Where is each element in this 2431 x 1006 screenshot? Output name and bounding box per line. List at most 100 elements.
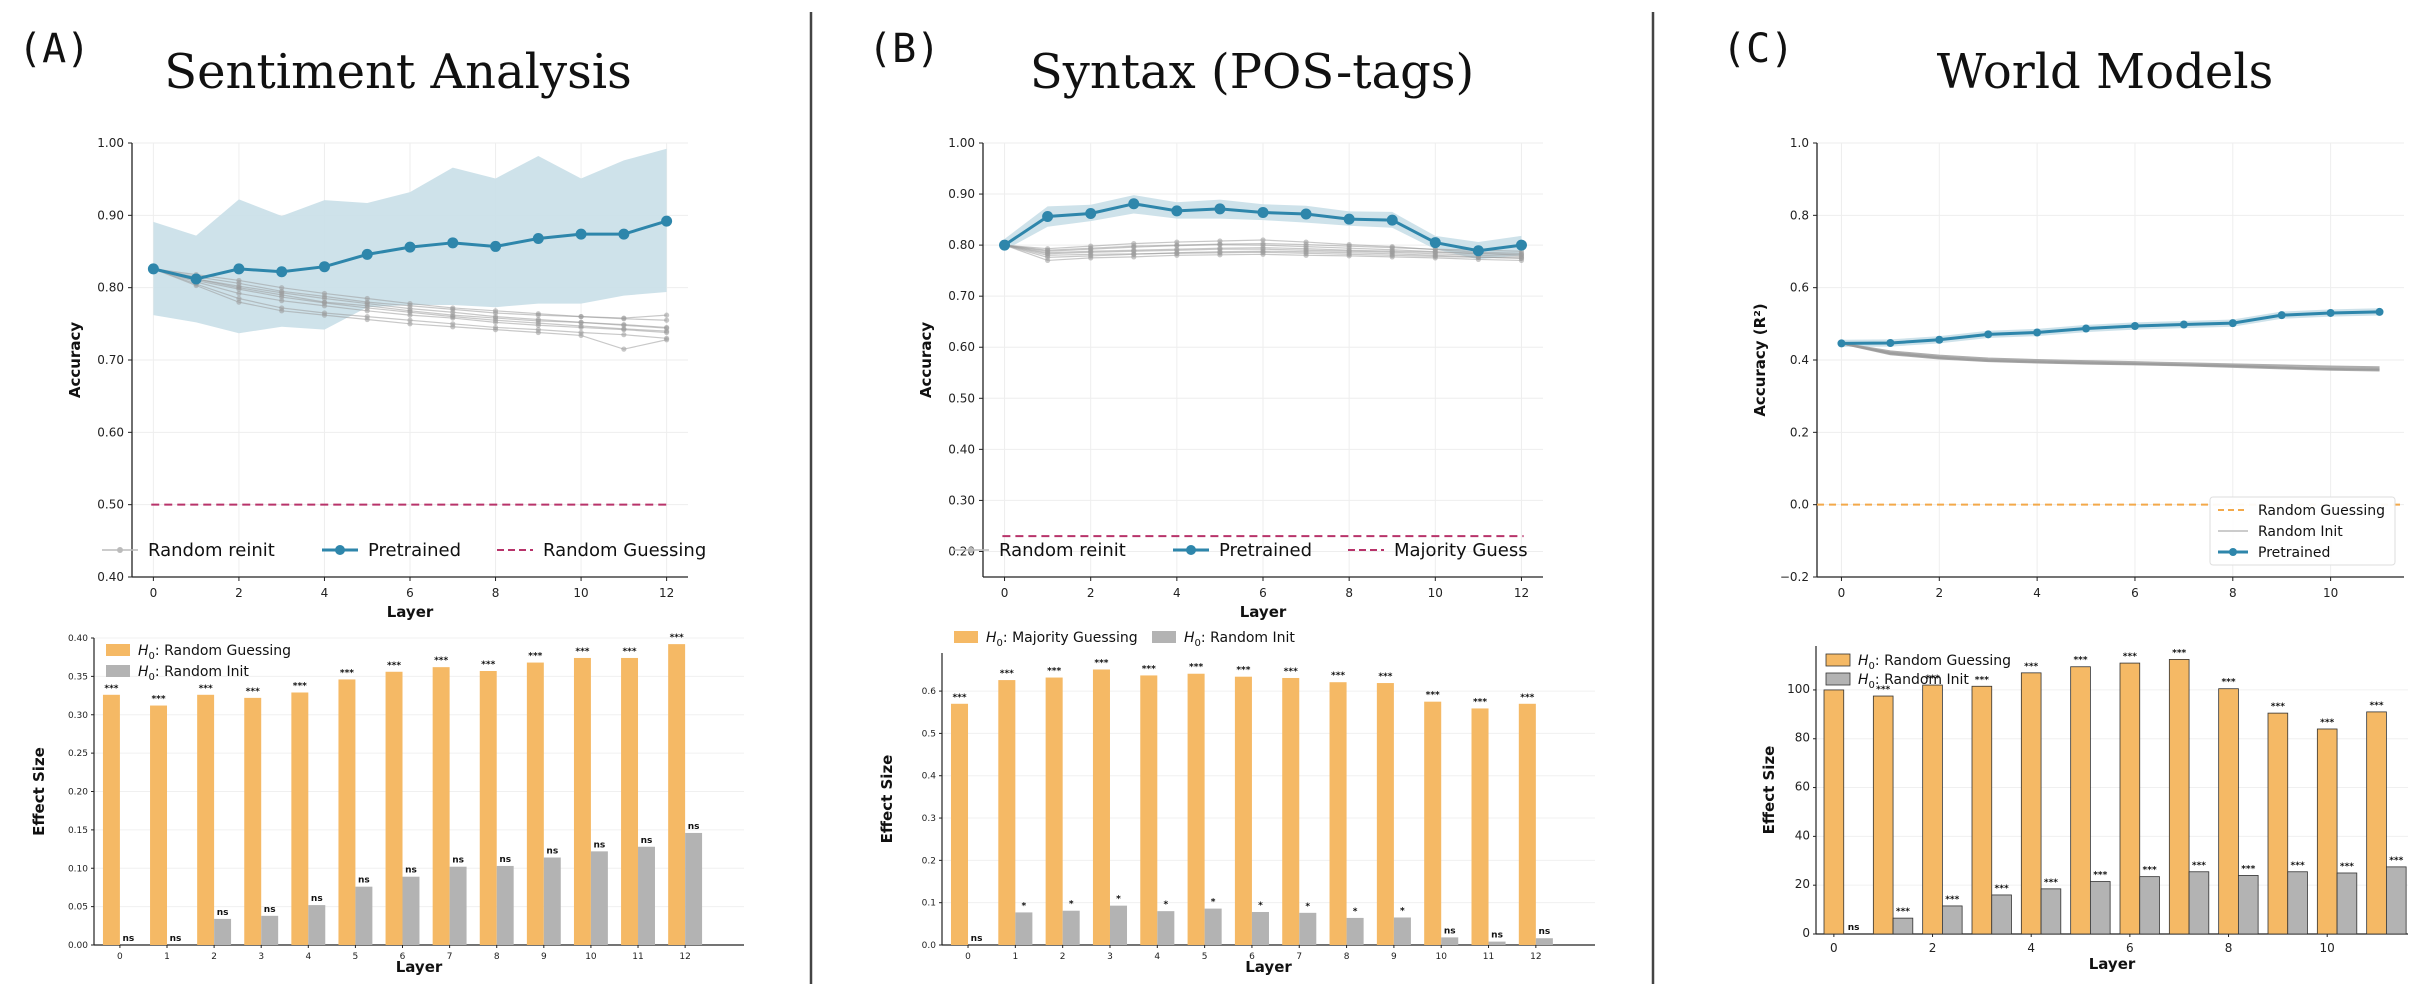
bar-random-init — [261, 915, 279, 945]
pretrained-point — [1837, 339, 1846, 348]
bar-chart-B-bar: 0.00.10.20.30.40.50.6***ns0****1****2***… — [878, 630, 1595, 976]
y-tick-label: 0.4 — [1790, 353, 1809, 367]
y-tick-label: 1.0 — [1790, 136, 1809, 150]
x-tick-label: 4 — [1154, 952, 1160, 962]
legend-label: Majority Guess — [1394, 540, 1528, 561]
random-run-point — [621, 332, 627, 338]
legend-label: Random reinit — [148, 540, 275, 561]
x-tick-label: 8 — [492, 586, 500, 600]
significance-label: ns — [452, 856, 464, 866]
random-run-point — [321, 300, 328, 306]
random-run-point — [578, 323, 584, 329]
random-run-point — [492, 327, 499, 333]
random-run-point — [1174, 243, 1180, 249]
random-run-point — [578, 332, 584, 339]
random-run-point — [407, 317, 413, 323]
pretrained-point — [618, 228, 630, 240]
random-run-point — [1303, 239, 1309, 245]
significance-label: *** — [2093, 871, 2107, 881]
significance-label: * — [1069, 900, 1074, 910]
bar-guessing — [244, 697, 262, 945]
x-tick-label: 7 — [1296, 952, 1302, 962]
pretrained-point — [2277, 311, 2286, 320]
significance-label: * — [1400, 906, 1405, 916]
random-run-point — [364, 300, 370, 307]
bar-guessing — [1045, 677, 1063, 945]
bar-random-init — [1062, 910, 1080, 945]
bar-random-init — [2237, 875, 2259, 935]
y-tick-label: 0.2 — [922, 856, 936, 866]
x-tick-label: 10 — [585, 952, 597, 962]
pretrained-point — [2130, 322, 2139, 331]
random-run-point — [535, 311, 541, 317]
random-run-point — [1088, 249, 1094, 255]
significance-label: ns — [594, 840, 606, 850]
significance-label: * — [1116, 895, 1121, 905]
bar-guessing — [2070, 666, 2091, 935]
y-axis-label: Effect Size — [1760, 746, 1778, 835]
random-run-point — [450, 305, 456, 311]
y-tick-label: 0.8 — [1790, 208, 1809, 222]
bar-random-init — [402, 876, 420, 945]
bar-guessing — [2218, 688, 2239, 935]
random-run-point — [450, 309, 456, 315]
x-tick-label: 2 — [1935, 586, 1943, 600]
random-run-point — [236, 277, 242, 284]
bar-random-init — [2139, 876, 2160, 935]
pretrained-point — [1984, 330, 1993, 339]
y-tick-label: 0.35 — [68, 672, 88, 682]
y-tick-label: 0.40 — [68, 634, 88, 644]
y-tick-label: 0.50 — [97, 498, 124, 512]
bar-random-init — [543, 857, 561, 945]
pretrained-point — [1886, 339, 1895, 348]
significance-label: *** — [622, 647, 636, 657]
y-tick-label: 0.20 — [948, 544, 975, 558]
random-run-point — [578, 319, 584, 325]
significance-label: ns — [546, 847, 558, 857]
bar-guessing — [2267, 712, 2289, 935]
x-tick-label: 5 — [1202, 952, 1208, 962]
random-run-point — [535, 316, 541, 323]
x-tick-label: 4 — [2033, 586, 2041, 600]
pretrained-point — [1386, 214, 1398, 226]
y-tick-label: 1.00 — [948, 136, 975, 150]
significance-label: *** — [1236, 666, 1250, 676]
bar-guessing — [2316, 728, 2338, 935]
significance-label: *** — [1094, 659, 1108, 669]
pretrained-point — [1042, 211, 1054, 223]
bar-guessing — [385, 671, 403, 945]
panel-c-title: World Models — [1937, 44, 2273, 100]
y-tick-label: 0.10 — [68, 864, 88, 874]
significance-label: *** — [151, 695, 165, 705]
y-tick-label: 0.30 — [948, 493, 975, 507]
x-tick-label: 3 — [258, 952, 264, 962]
bar-random-init — [355, 886, 373, 945]
random-run-point — [578, 314, 584, 320]
bar-guessing — [2168, 659, 2190, 935]
y-axis-label: Accuracy — [66, 322, 84, 398]
random-run-point — [621, 322, 627, 328]
significance-label: *** — [1378, 672, 1392, 682]
random-run-point — [1174, 247, 1180, 253]
random-run-point — [1260, 246, 1266, 252]
random-run-point — [1131, 248, 1137, 254]
significance-label: *** — [104, 684, 118, 694]
significance-label: *** — [1995, 884, 2009, 894]
x-tick-label: 0 — [1001, 586, 1009, 600]
random-run-point — [1088, 243, 1094, 249]
significance-label: *** — [2221, 678, 2235, 688]
bar-guessing — [1971, 685, 1993, 935]
x-tick-label: 2 — [211, 952, 217, 962]
significance-label: *** — [670, 633, 684, 643]
bar-random-init — [2287, 871, 2308, 935]
x-tick-label: 4 — [305, 952, 311, 962]
pretrained-point — [1214, 203, 1226, 215]
significance-label: *** — [293, 681, 307, 691]
significance-label: ns — [405, 866, 417, 876]
legend-swatch-random-init — [106, 665, 130, 677]
bar-guessing — [2366, 711, 2387, 935]
x-tick-label: 0 — [1830, 941, 1838, 955]
bar-chart-C-bar: 0 20 40 60 80 100 *** ns 0 *** *** *** *** 2 *** *** ***… — [1760, 646, 2408, 973]
bar-random-init — [1942, 905, 1963, 935]
pretrained-point — [447, 237, 459, 249]
